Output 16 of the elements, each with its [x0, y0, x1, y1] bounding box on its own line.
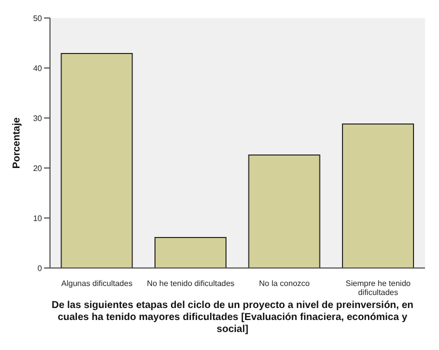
x-tick-label: Siempre he tenido dificultades — [346, 279, 412, 297]
x-tick-label: No la conozco — [259, 279, 310, 288]
y-axis-title: Porcentaje — [12, 117, 23, 169]
y-tick-label: 40 — [33, 64, 43, 73]
bar — [154, 237, 226, 268]
bar — [60, 53, 133, 268]
y-tick-label: 10 — [33, 214, 43, 223]
y-tick-label: 50 — [33, 14, 43, 23]
y-tick-label: 30 — [33, 114, 43, 123]
x-tick-label: Algunas dificultades — [61, 279, 132, 288]
bar — [248, 154, 320, 268]
y-tick-label: 20 — [33, 164, 43, 173]
x-tick-label: No he tenido dificultades — [146, 279, 234, 288]
bar — [342, 124, 414, 268]
x-axis-title: De las siguientes etapas del ciclo de un proyecto a nivel de preinversión, en cuales ha tenido mayores dificultades [Evaluación finaciera, económica y social] — [50, 299, 414, 336]
y-tick-label: 0 — [38, 264, 43, 273]
